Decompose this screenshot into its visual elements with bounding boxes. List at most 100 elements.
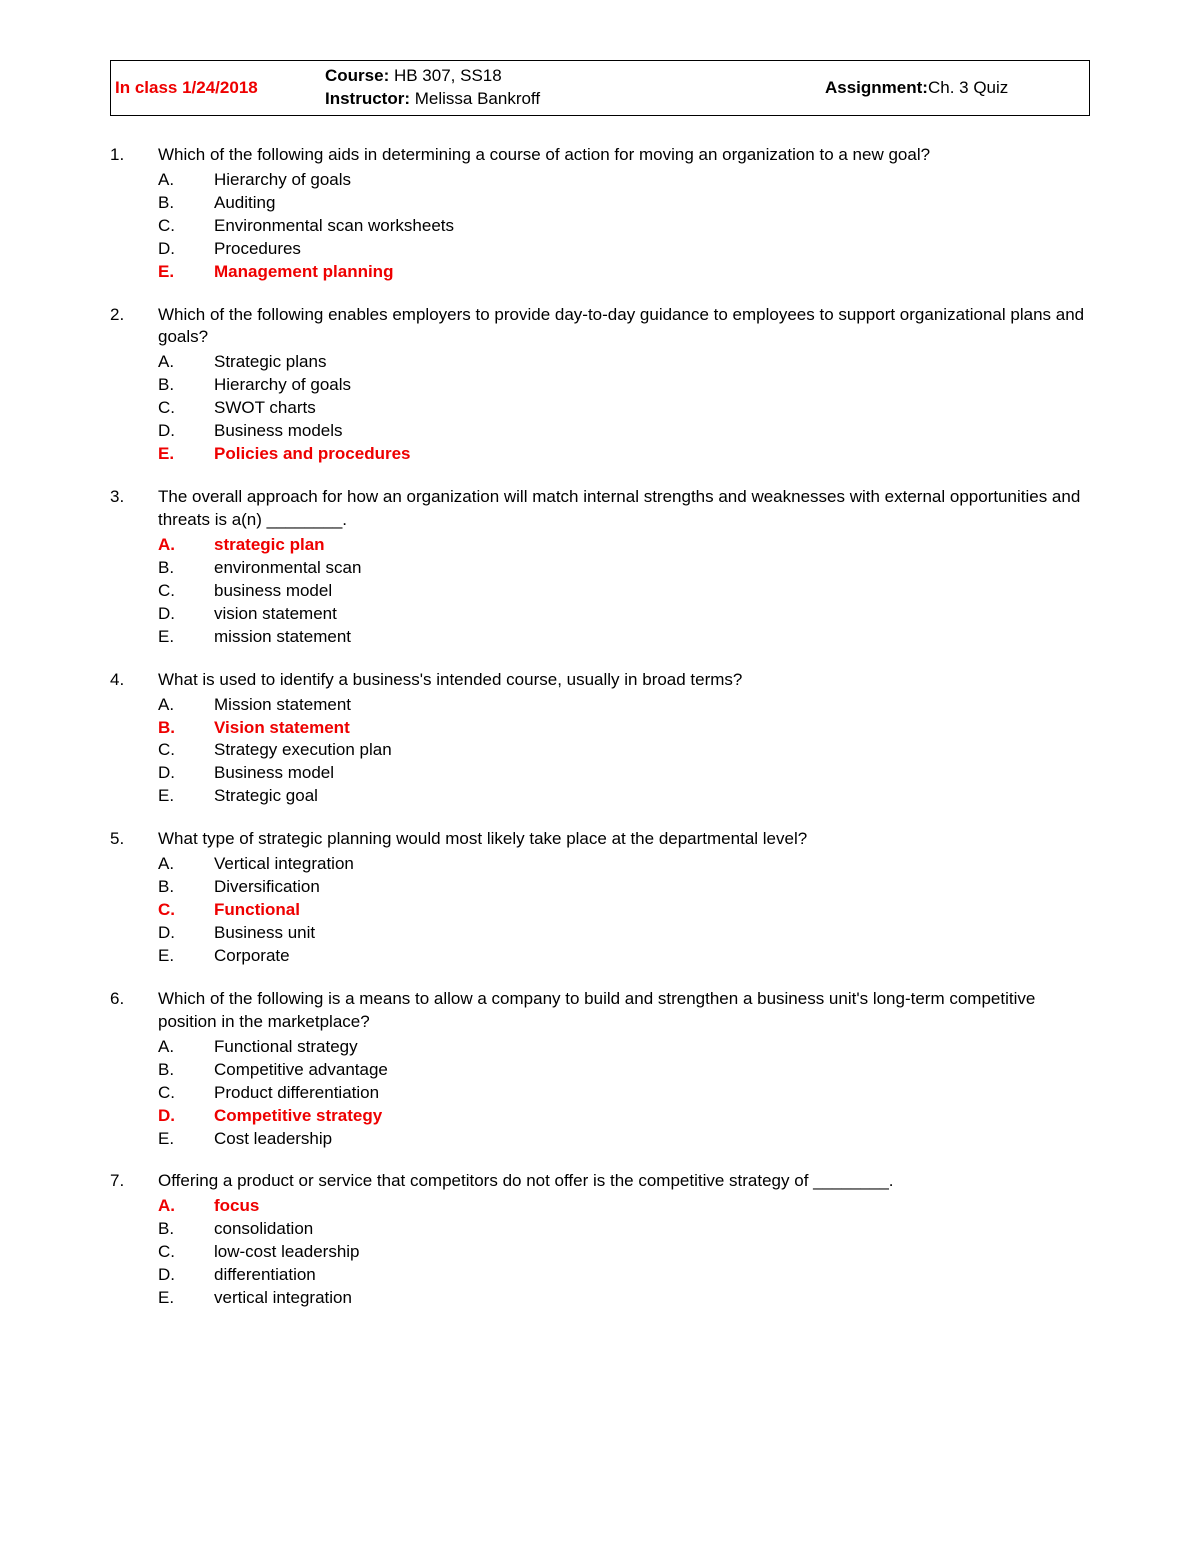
header-in-class: In class 1/24/2018 bbox=[111, 61, 319, 115]
option-letter: C. bbox=[158, 899, 214, 922]
option: A.Mission statement bbox=[158, 694, 1090, 717]
option-letter: E. bbox=[158, 1287, 214, 1310]
question-body: Offering a product or service that compe… bbox=[158, 1170, 1090, 1310]
option-letter: B. bbox=[158, 876, 214, 899]
option: A.strategic plan bbox=[158, 534, 1090, 557]
header-center: Course: HB 307, SS18 Instructor: Melissa… bbox=[319, 61, 821, 115]
question-text: Which of the following enables employers… bbox=[158, 304, 1090, 350]
option-letter: B. bbox=[158, 374, 214, 397]
option: C.SWOT charts bbox=[158, 397, 1090, 420]
instructor-label: Instructor: bbox=[325, 89, 410, 108]
option-letter: A. bbox=[158, 351, 214, 374]
option: D.Business unit bbox=[158, 922, 1090, 945]
option: D.Business models bbox=[158, 420, 1090, 443]
option-text: Hierarchy of goals bbox=[214, 374, 1090, 397]
header-assignment: Assignment: Ch. 3 Quiz bbox=[821, 61, 1089, 115]
option: E.Corporate bbox=[158, 945, 1090, 968]
options-list: A.focusB.consolidationC.low-cost leaders… bbox=[158, 1195, 1090, 1310]
option-text: Competitive advantage bbox=[214, 1059, 1090, 1082]
option-letter: E. bbox=[158, 443, 214, 466]
option-letter: B. bbox=[158, 557, 214, 580]
question-number: 6. bbox=[110, 988, 158, 1151]
option-letter: E. bbox=[158, 1128, 214, 1151]
option-text: vertical integration bbox=[214, 1287, 1090, 1310]
option-text: Strategic plans bbox=[214, 351, 1090, 374]
question-text: What is used to identify a business's in… bbox=[158, 669, 1090, 692]
option-letter: C. bbox=[158, 1082, 214, 1105]
options-list: A.Vertical integrationB.DiversificationC… bbox=[158, 853, 1090, 968]
option-text: Corporate bbox=[214, 945, 1090, 968]
option-text: Business model bbox=[214, 762, 1090, 785]
option-letter: E. bbox=[158, 945, 214, 968]
option-letter: D. bbox=[158, 603, 214, 626]
option-text: consolidation bbox=[214, 1218, 1090, 1241]
option: C.Functional bbox=[158, 899, 1090, 922]
options-list: A.Hierarchy of goalsB.AuditingC.Environm… bbox=[158, 169, 1090, 284]
option: B.environmental scan bbox=[158, 557, 1090, 580]
option: C.low-cost leadership bbox=[158, 1241, 1090, 1264]
option: E.Policies and procedures bbox=[158, 443, 1090, 466]
option: C.Strategy execution plan bbox=[158, 739, 1090, 762]
option-text: Policies and procedures bbox=[214, 443, 1090, 466]
option: B.Auditing bbox=[158, 192, 1090, 215]
option: C.business model bbox=[158, 580, 1090, 603]
option: D.Competitive strategy bbox=[158, 1105, 1090, 1128]
option-text: Cost leadership bbox=[214, 1128, 1090, 1151]
option: E.Strategic goal bbox=[158, 785, 1090, 808]
question-text: Which of the following aids in determini… bbox=[158, 144, 1090, 167]
option: E.Cost leadership bbox=[158, 1128, 1090, 1151]
question: 7.Offering a product or service that com… bbox=[110, 1170, 1090, 1310]
option-text: Diversification bbox=[214, 876, 1090, 899]
option-text: business model bbox=[214, 580, 1090, 603]
option-letter: D. bbox=[158, 922, 214, 945]
option: C.Product differentiation bbox=[158, 1082, 1090, 1105]
option-text: low-cost leadership bbox=[214, 1241, 1090, 1264]
option-letter: C. bbox=[158, 1241, 214, 1264]
question-body: What type of strategic planning would mo… bbox=[158, 828, 1090, 968]
options-list: A.Strategic plansB.Hierarchy of goalsC.S… bbox=[158, 351, 1090, 466]
option-letter: C. bbox=[158, 397, 214, 420]
option-letter: D. bbox=[158, 238, 214, 261]
option: A.Hierarchy of goals bbox=[158, 169, 1090, 192]
option-text: Vision statement bbox=[214, 717, 1090, 740]
question: 2.Which of the following enables employe… bbox=[110, 304, 1090, 467]
option-text: Environmental scan worksheets bbox=[214, 215, 1090, 238]
question: 3.The overall approach for how an organi… bbox=[110, 486, 1090, 649]
question-number: 2. bbox=[110, 304, 158, 467]
option-text: Mission statement bbox=[214, 694, 1090, 717]
option-letter: A. bbox=[158, 1195, 214, 1218]
option: B.Vision statement bbox=[158, 717, 1090, 740]
option-text: environmental scan bbox=[214, 557, 1090, 580]
option-text: Product differentiation bbox=[214, 1082, 1090, 1105]
instructor-value: Melissa Bankroff bbox=[410, 89, 540, 108]
course-line: Course: HB 307, SS18 bbox=[325, 65, 815, 88]
question-number: 4. bbox=[110, 669, 158, 809]
option: C.Environmental scan worksheets bbox=[158, 215, 1090, 238]
option-letter: D. bbox=[158, 1264, 214, 1287]
option-letter: E. bbox=[158, 261, 214, 284]
option: A.Strategic plans bbox=[158, 351, 1090, 374]
option-text: Vertical integration bbox=[214, 853, 1090, 876]
in-class-text: In class 1/24/2018 bbox=[115, 78, 258, 98]
option-letter: B. bbox=[158, 717, 214, 740]
question-text: Which of the following is a means to all… bbox=[158, 988, 1090, 1034]
option-text: Business models bbox=[214, 420, 1090, 443]
option-text: Hierarchy of goals bbox=[214, 169, 1090, 192]
option-letter: C. bbox=[158, 215, 214, 238]
option-text: Management planning bbox=[214, 261, 1090, 284]
question-number: 5. bbox=[110, 828, 158, 968]
question-number: 7. bbox=[110, 1170, 158, 1310]
header-box: In class 1/24/2018 Course: HB 307, SS18 … bbox=[110, 60, 1090, 116]
option-text: SWOT charts bbox=[214, 397, 1090, 420]
option: D.Business model bbox=[158, 762, 1090, 785]
question: 1.Which of the following aids in determi… bbox=[110, 144, 1090, 284]
option-text: strategic plan bbox=[214, 534, 1090, 557]
course-value: HB 307, SS18 bbox=[389, 66, 501, 85]
option-text: Competitive strategy bbox=[214, 1105, 1090, 1128]
question: 6.Which of the following is a means to a… bbox=[110, 988, 1090, 1151]
question: 4.What is used to identify a business's … bbox=[110, 669, 1090, 809]
questions-list: 1.Which of the following aids in determi… bbox=[110, 144, 1090, 1310]
option: D.differentiation bbox=[158, 1264, 1090, 1287]
option: A.Functional strategy bbox=[158, 1036, 1090, 1059]
question-number: 1. bbox=[110, 144, 158, 284]
